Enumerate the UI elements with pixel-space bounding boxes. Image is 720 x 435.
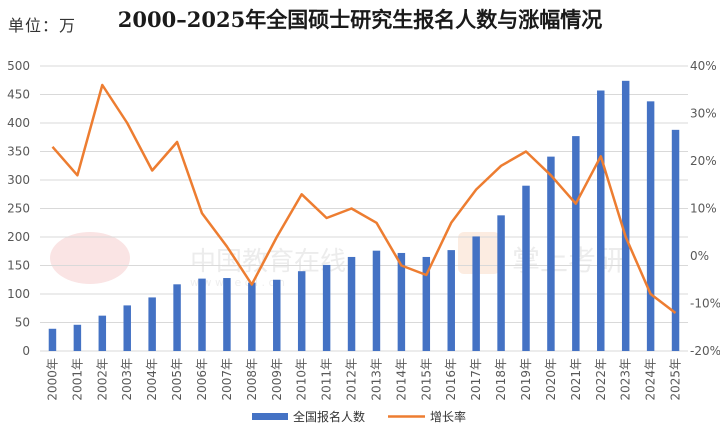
legend: 全国报名人数 增长率 [252, 409, 466, 424]
left-tick-label: 500 [7, 59, 30, 73]
x-tick-label: 2002年 [95, 358, 109, 401]
legend-line-label: 增长率 [430, 409, 466, 424]
bar [223, 278, 231, 351]
x-tick-label: 2001年 [70, 358, 84, 401]
left-tick-label: 400 [7, 116, 30, 130]
x-tick-label: 2013年 [370, 358, 384, 401]
x-tick-label: 2017年 [469, 358, 483, 401]
x-tick-label: 2015年 [419, 358, 433, 401]
bar [347, 256, 356, 351]
x-tick-label: 2000年 [46, 358, 60, 401]
x-tick-label: 2011年 [320, 358, 334, 401]
x-tick-label: 2012年 [345, 358, 359, 401]
x-tick-label: 2023年 [619, 358, 633, 401]
bar [597, 90, 605, 351]
bar [98, 315, 107, 351]
left-tick-label: 450 [7, 88, 30, 102]
x-tick-label: 2019年 [519, 358, 533, 401]
grid-lines [40, 65, 688, 352]
x-tick-label: 2008年 [245, 358, 259, 401]
left-tick-label: 0 [22, 344, 30, 358]
bar [297, 271, 306, 351]
bar [198, 278, 206, 351]
x-tick-label: 2024年 [644, 358, 658, 401]
x-tick-label: 2022年 [594, 358, 608, 401]
watermark-right-text: 掌上考研 [512, 244, 624, 277]
x-tick-label: 2009年 [270, 358, 284, 401]
bar [248, 282, 256, 351]
left-tick-label: 50 [15, 316, 30, 330]
chart-title: 2000–2025年全国硕士研究生报名人数与涨幅情况 [117, 7, 603, 32]
x-tick-label: 2014年 [394, 358, 408, 401]
bar [48, 328, 57, 351]
x-tick-label: 2025年 [669, 358, 683, 401]
right-tick-label: 40% [690, 59, 717, 73]
bar [447, 250, 455, 351]
bar [123, 305, 131, 351]
bar [372, 250, 381, 351]
x-tick-label: 2018年 [494, 358, 508, 401]
bar [472, 236, 480, 351]
bar [173, 284, 181, 351]
right-tick-label: -10% [690, 297, 720, 311]
x-tick-label: 2005年 [170, 358, 184, 401]
bar [671, 129, 680, 351]
legend-bar-swatch [252, 413, 288, 420]
bar [547, 156, 555, 351]
x-tick-label: 2020年 [544, 358, 558, 401]
bar [497, 215, 505, 351]
bar [397, 252, 406, 351]
bar [148, 297, 156, 351]
x-tick-label: 2003年 [120, 358, 134, 401]
bar-series [48, 80, 680, 351]
left-tick-label: 150 [7, 259, 30, 273]
legend-bar-label: 全国报名人数 [293, 409, 365, 424]
x-axis: 2000年 2001年 2002年 2003年 2004年 2005年 2006年 2007年… [46, 358, 683, 401]
right-tick-label: -20% [690, 344, 720, 358]
unit-label: 单位：万 [8, 16, 77, 35]
right-tick-label: 30% [690, 107, 717, 121]
eol-logo-icon [50, 232, 130, 284]
left-tick-label: 200 [7, 230, 30, 244]
bar [572, 136, 580, 351]
bar [73, 324, 82, 351]
left-tick-label: 350 [7, 145, 30, 159]
watermark: 中国教育在线 w w w . e o l . c n 掌上考研 [50, 232, 624, 289]
x-tick-label: 2007年 [220, 358, 234, 401]
right-tick-label: 10% [690, 202, 717, 216]
x-tick-label: 2006年 [195, 358, 209, 401]
right-tick-label: 20% [690, 154, 717, 168]
left-tick-label: 100 [7, 287, 30, 301]
right-axis: -20% -10% 0% 10% 20% 30% 40% [690, 59, 720, 358]
left-tick-label: 300 [7, 173, 30, 187]
x-tick-label: 2010年 [295, 358, 309, 401]
x-tick-label: 2004年 [145, 358, 159, 401]
bar [621, 80, 630, 351]
bar [522, 185, 530, 351]
x-tick-label: 2021年 [569, 358, 583, 401]
bar [322, 264, 331, 351]
bar [273, 279, 281, 351]
left-axis: 0 50 100 150 200 250 300 350 400 450 500 [7, 59, 30, 358]
growth-rate-line [51, 83, 677, 314]
right-tick-label: 0% [690, 249, 709, 263]
bar [422, 256, 431, 351]
left-tick-label: 250 [7, 202, 30, 216]
watermark-left-url: w w w . e o l . c n [190, 276, 285, 289]
line-series [51, 83, 677, 314]
x-tick-label: 2016年 [444, 358, 458, 401]
bar [646, 101, 655, 351]
